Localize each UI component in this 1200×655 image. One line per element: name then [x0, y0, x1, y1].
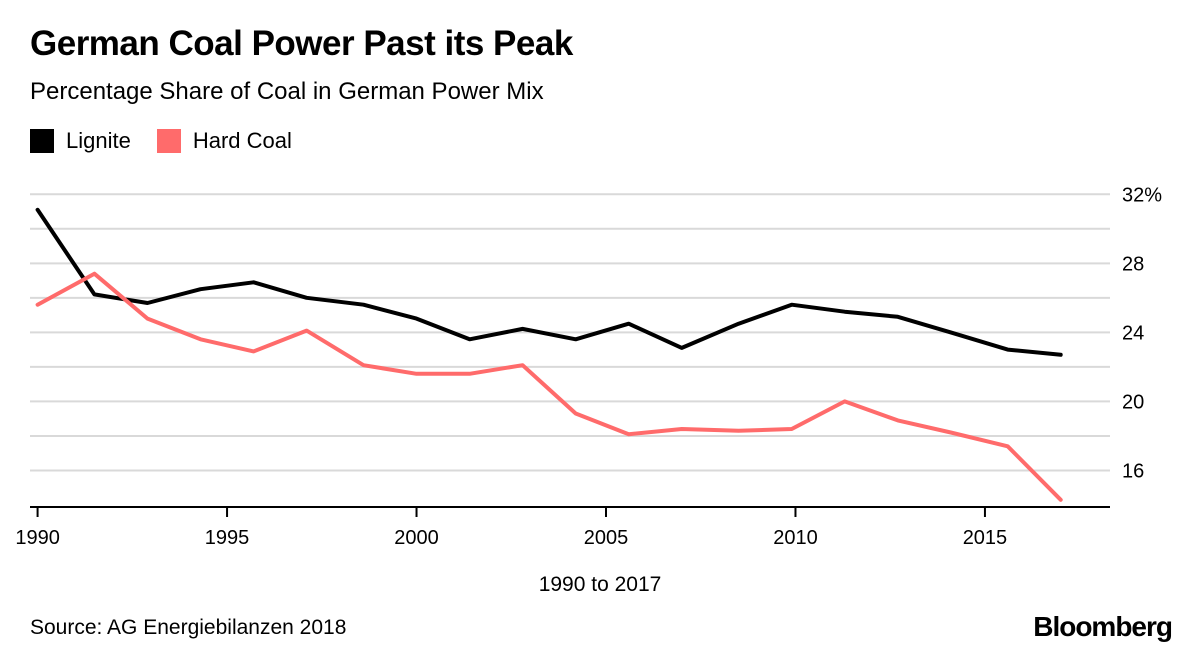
series-line-hard-coal	[35, 271, 1063, 502]
y-tick-label-32: 32%	[1122, 184, 1162, 206]
y-tick-label-28: 28	[1122, 253, 1144, 275]
legend-item-hard-coal: Hard Coal	[156, 128, 292, 154]
legend-swatch-lignite	[30, 129, 54, 153]
x-tick-label-2010: 2010	[773, 527, 818, 549]
legend-label-hard-coal: Hard Coal	[192, 128, 292, 153]
y-tick-label-20: 20	[1122, 391, 1144, 413]
y-axis-labels: 16 20 24 28 32%	[1122, 184, 1162, 482]
chart-subtitle: Percentage Share of Coal in German Power…	[30, 78, 544, 105]
x-axis	[30, 506, 1110, 517]
x-tick-label-2005: 2005	[584, 527, 629, 549]
source-note: Source: AG Energiebilanzen 2018	[30, 616, 347, 639]
legend-label-lignite: Lignite	[66, 128, 131, 153]
x-tick-label-1995: 1995	[205, 527, 250, 549]
gridlines	[30, 193, 1110, 472]
series-line-lignite	[35, 207, 1063, 357]
series-lines	[35, 207, 1063, 502]
x-axis-labels: 1990 1995 2000 2005 2010 2015	[15, 527, 1007, 549]
x-tick-label-2000: 2000	[394, 527, 439, 549]
y-tick-label-24: 24	[1122, 322, 1144, 344]
bloomberg-logo: Bloomberg	[1033, 611, 1173, 642]
legend-swatch-hard-coal	[156, 129, 181, 153]
chart-title: German Coal Power Past its Peak	[30, 24, 573, 63]
x-axis-title: 1990 to 2017	[538, 573, 662, 596]
x-tick-label-2015: 2015	[963, 527, 1008, 549]
legend-item-lignite: Lignite	[30, 128, 131, 154]
x-tick-label-1990: 1990	[15, 527, 60, 549]
legend: Lignite Hard Coal	[30, 128, 318, 154]
y-tick-label-16: 16	[1122, 460, 1144, 482]
